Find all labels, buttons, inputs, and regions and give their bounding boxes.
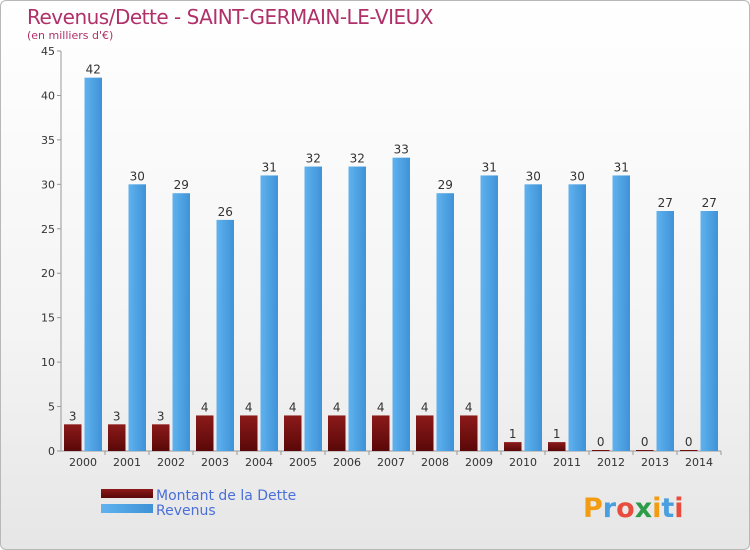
chart-title: Revenus/Dette - SAINT-GERMAIN-LE-VIEUX: [27, 5, 433, 29]
bar-dette: [416, 415, 434, 451]
y-tick-label: 20: [41, 267, 55, 280]
bar-revenus: [524, 184, 542, 452]
bar-dette: [328, 415, 346, 451]
bar-revenus: [260, 175, 278, 451]
bar-dette: [108, 424, 126, 451]
bar-dette: [460, 415, 478, 451]
bar-dette: [592, 450, 610, 451]
x-tick-label: 2002: [157, 456, 185, 469]
x-tick-label: 2013: [641, 456, 669, 469]
bar-revenus: [700, 211, 718, 451]
y-tick-label: 45: [41, 45, 55, 58]
bar-revenus: [480, 175, 498, 451]
bar-dette: [152, 424, 170, 451]
bar-revenus: [84, 77, 102, 452]
legend-swatch-dette: [101, 489, 153, 498]
data-label-revenus: 31: [614, 160, 629, 174]
x-tick-label: 2011: [553, 456, 581, 469]
data-label-dette: 1: [509, 427, 517, 441]
bar-dette: [372, 415, 390, 451]
y-tick-label: 30: [41, 178, 55, 191]
data-label-dette: 1: [553, 427, 561, 441]
data-label-dette: 4: [465, 400, 473, 414]
data-label-dette: 4: [377, 400, 385, 414]
data-label-revenus: 32: [306, 152, 321, 166]
data-label-dette: 0: [685, 435, 693, 449]
legend-label-revenus: Revenus: [156, 503, 216, 519]
x-tick-label: 2007: [377, 456, 405, 469]
legend-label-dette: Montant de la Dette: [156, 488, 296, 504]
bar-dette: [64, 424, 82, 451]
proxiti-logo: Proxiti: [583, 493, 684, 524]
data-label-revenus: 42: [86, 63, 101, 77]
bar-revenus: [436, 193, 454, 451]
svg-text:Proxiti: Proxiti: [583, 493, 684, 524]
data-label-revenus: 30: [130, 169, 145, 183]
data-label-revenus: 30: [570, 169, 585, 183]
data-label-dette: 3: [157, 409, 165, 423]
data-label-revenus: 30: [526, 169, 541, 183]
y-tick-label: 15: [41, 312, 55, 325]
bar-revenus: [568, 184, 586, 452]
data-label-dette: 0: [597, 435, 605, 449]
y-tick-label: 40: [41, 89, 55, 102]
bar-revenus: [348, 166, 366, 452]
data-label-dette: 4: [201, 400, 209, 414]
bar-revenus: [172, 193, 190, 451]
data-label-dette: 3: [113, 409, 121, 423]
bar-revenus: [656, 211, 674, 451]
data-label-dette: 3: [69, 409, 77, 423]
x-tick-label: 2010: [509, 456, 537, 469]
x-tick-label: 2005: [289, 456, 317, 469]
data-label-revenus: 31: [262, 160, 277, 174]
data-label-dette: 0: [641, 435, 649, 449]
data-label-revenus: 33: [394, 143, 409, 157]
bar-revenus: [612, 175, 630, 451]
bar-revenus: [304, 166, 322, 452]
bar-revenus: [392, 157, 410, 451]
x-tick-label: 2009: [465, 456, 493, 469]
legend-swatch-revenus: [101, 504, 153, 513]
x-tick-label: 2004: [245, 456, 273, 469]
x-tick-label: 2014: [685, 456, 713, 469]
bar-dette: [240, 415, 258, 451]
bar-revenus: [128, 184, 146, 452]
chart-subtitle: (en milliers d'€): [27, 29, 114, 42]
x-tick-label: 2003: [201, 456, 229, 469]
data-label-revenus: 29: [438, 178, 453, 192]
data-label-dette: 4: [333, 400, 341, 414]
bar-dette: [680, 450, 698, 451]
data-label-revenus: 26: [218, 205, 233, 219]
bar-dette: [284, 415, 302, 451]
x-tick-label: 2000: [69, 456, 97, 469]
data-label-dette: 4: [245, 400, 253, 414]
x-tick-label: 2012: [597, 456, 625, 469]
bar-dette: [196, 415, 214, 451]
bar-dette: [504, 442, 522, 451]
bar-revenus: [216, 219, 234, 451]
data-label-dette: 4: [421, 400, 429, 414]
y-tick-label: 10: [41, 356, 55, 369]
data-label-revenus: 29: [174, 178, 189, 192]
x-tick-label: 2001: [113, 456, 141, 469]
data-label-dette: 4: [289, 400, 297, 414]
data-label-revenus: 27: [702, 196, 717, 210]
data-label-revenus: 31: [482, 160, 497, 174]
y-tick-label: 0: [48, 445, 55, 458]
bar-dette: [636, 450, 654, 451]
bar-dette: [548, 442, 566, 451]
x-tick-label: 2006: [333, 456, 361, 469]
y-tick-label: 5: [48, 401, 55, 414]
data-label-revenus: 27: [658, 196, 673, 210]
y-tick-label: 25: [41, 223, 55, 236]
data-label-revenus: 32: [350, 152, 365, 166]
y-tick-label: 35: [41, 134, 55, 147]
x-tick-label: 2008: [421, 456, 449, 469]
